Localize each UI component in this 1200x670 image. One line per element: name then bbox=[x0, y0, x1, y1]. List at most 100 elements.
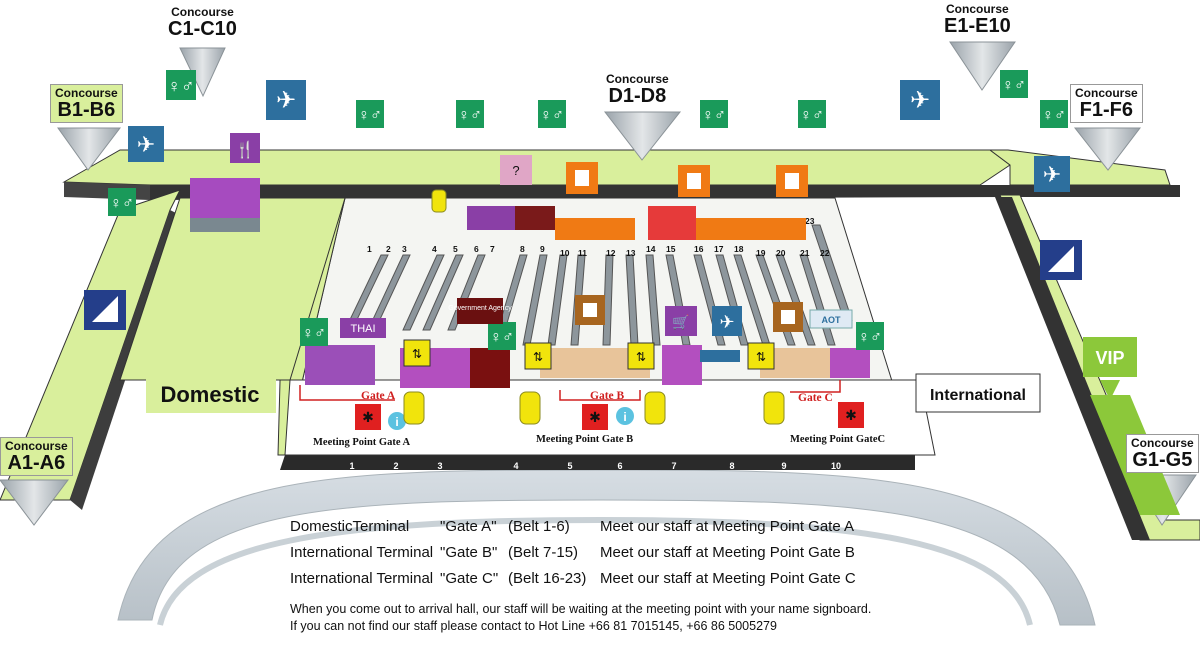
departure-airplane-icon: ✈ bbox=[266, 80, 306, 120]
meeting-point-a-label: Meeting Point Gate A bbox=[313, 437, 411, 448]
aot-sign bbox=[809, 309, 853, 329]
instruction-row: International Terminal "Gate C" (Belt 16… bbox=[290, 570, 856, 596]
atm-icon bbox=[403, 391, 425, 425]
belt-number: 20 bbox=[776, 248, 786, 258]
svg-text:⇅: ⇅ bbox=[636, 350, 646, 364]
restaurant-icon: 🍴 bbox=[230, 133, 260, 163]
thai-sign bbox=[340, 318, 386, 338]
instruction-terminal: DomesticTerminal bbox=[290, 518, 410, 535]
svg-text:✈: ✈ bbox=[276, 87, 296, 114]
door-number: 6 bbox=[617, 461, 622, 471]
belt-number: 3 bbox=[402, 244, 407, 254]
arrival-hall bbox=[119, 197, 936, 470]
concourse-range: C1-C10 bbox=[168, 18, 237, 40]
svg-text:♀♂: ♀♂ bbox=[358, 107, 382, 124]
instruction-belt: (Belt 7-15) bbox=[508, 544, 579, 561]
instruction-belt: (Belt 1-6) bbox=[508, 518, 570, 535]
footnote-line: If you can not find our staff please con… bbox=[290, 619, 777, 633]
customs-icon bbox=[776, 165, 808, 197]
door-number: 4 bbox=[513, 461, 518, 471]
svg-text:✱: ✱ bbox=[845, 407, 857, 423]
atm-icon bbox=[431, 189, 447, 213]
svg-text:?: ? bbox=[512, 163, 519, 178]
departure-airplane-icon: ✈ bbox=[712, 306, 742, 336]
svg-text:🍴: 🍴 bbox=[235, 140, 255, 159]
instruction-meet: Meet our staff at Meeting Point Gate B bbox=[600, 544, 855, 561]
concourse-word: Concourse bbox=[5, 439, 68, 453]
svg-text:⇅: ⇅ bbox=[533, 350, 543, 364]
meeting-points: ✱ ✱ ✱ bbox=[355, 402, 864, 430]
domestic-label: Domestic bbox=[160, 382, 259, 407]
belt-number: 10 bbox=[560, 248, 570, 258]
toilet-icon: ♀♂ bbox=[538, 100, 566, 128]
international-zone bbox=[915, 373, 1041, 413]
instructions: DomesticTerminal "Gate A" (Belt 1-6) Mee… bbox=[290, 518, 856, 596]
concourse-a1-label: Concourse A1-A6 bbox=[0, 437, 73, 476]
road-arcs bbox=[117, 469, 1096, 626]
door-number: 9 bbox=[781, 461, 786, 471]
instruction-row: International Terminal "Gate B" (Belt 7-… bbox=[290, 544, 856, 570]
meeting-point-icon: ✱ bbox=[355, 404, 381, 430]
svg-text:♀♂: ♀♂ bbox=[1002, 77, 1026, 94]
concourse-range: A1-A6 bbox=[7, 452, 66, 474]
departure-airplane-icon: ✈ bbox=[128, 126, 164, 162]
belt-number: 12 bbox=[606, 248, 616, 258]
belt-number: 8 bbox=[520, 244, 525, 254]
meeting-point-icon: ✱ bbox=[838, 402, 864, 428]
svg-text:♀♂: ♀♂ bbox=[168, 76, 195, 96]
belt-number: 19 bbox=[756, 248, 766, 258]
door-number: 1 bbox=[349, 461, 354, 471]
departure-airplane-icon: ✈ bbox=[1034, 156, 1070, 192]
concourse-b1-label: Concourse B1-B6 bbox=[50, 84, 123, 123]
footnote-line: When you come out to arrival hall, our s… bbox=[290, 602, 872, 616]
toilet-icons: ♀♂ ♀♂ ♀♂ ♀♂ ♀♂ ♀♂ ♀♂ ♀♂ ♀♂ ♀♂ ♀♂ ♀♂ bbox=[108, 70, 1068, 350]
belt-number: 7 bbox=[490, 244, 495, 254]
belt-number: 18 bbox=[734, 244, 744, 254]
svg-text:⇅: ⇅ bbox=[756, 350, 766, 364]
info-icons: i i bbox=[388, 407, 634, 430]
gate-a-label: Gate A bbox=[361, 390, 396, 402]
government-agency-label: Government Agency bbox=[448, 305, 512, 312]
concourse-range: D1-D8 bbox=[608, 85, 667, 107]
toilet-icon: ♀♂ bbox=[798, 100, 826, 128]
thai-label: THAI bbox=[350, 323, 375, 335]
belt-number: 22 bbox=[820, 248, 830, 258]
footnotes: When you come out to arrival hall, our s… bbox=[290, 601, 871, 635]
customs-icon bbox=[678, 165, 710, 197]
sign-texts: Government Agency THAI AOT Domestic Inte… bbox=[160, 305, 1124, 407]
instruction-row: DomesticTerminal "Gate A" (Belt 1-6) Mee… bbox=[290, 518, 856, 544]
information-desk-icon: ? bbox=[500, 155, 532, 185]
concourse-range: F1-F6 bbox=[1079, 99, 1134, 121]
concourse-word: Concourse bbox=[946, 2, 1009, 16]
customs-icon bbox=[575, 295, 605, 325]
departure-airplane-icon: ✈ bbox=[900, 80, 940, 120]
svg-text:♀♂: ♀♂ bbox=[702, 107, 726, 124]
gate-labels: Gate A Gate B Gate C bbox=[361, 390, 833, 404]
domestic-zone bbox=[146, 375, 276, 413]
concourse-d1-label: Concourse D1-D8 bbox=[606, 73, 669, 106]
meeting-point-icon: ✱ bbox=[582, 404, 608, 430]
thai-airways-icon bbox=[1040, 240, 1082, 280]
toilet-icon: ♀♂ bbox=[456, 100, 484, 128]
svg-text:i: i bbox=[395, 415, 398, 429]
toilet-icon: ♀♂ bbox=[300, 318, 328, 346]
concourse-word: Concourse bbox=[55, 86, 118, 100]
gate-brackets bbox=[299, 380, 841, 401]
hall-shops bbox=[305, 345, 870, 388]
gate-c-label: Gate C bbox=[798, 392, 833, 404]
belt-number: 15 bbox=[666, 244, 676, 254]
concourse-range: B1-B6 bbox=[57, 99, 116, 121]
concourse-word: Concourse bbox=[606, 72, 669, 86]
belt-number: 14 bbox=[646, 244, 656, 254]
international-label: International bbox=[930, 387, 1026, 404]
concourse-word: Concourse bbox=[1131, 436, 1194, 450]
svg-text:✈: ✈ bbox=[910, 87, 930, 114]
concourse-range: E1-E10 bbox=[944, 15, 1011, 37]
svg-text:♀♂: ♀♂ bbox=[800, 107, 824, 124]
meeting-point-b-label: Meeting Point Gate B bbox=[536, 434, 633, 445]
concourse-c1-label: Concourse C1-C10 bbox=[168, 6, 237, 39]
door-number: 10 bbox=[831, 461, 841, 471]
belt-number: 17 bbox=[714, 244, 724, 254]
elevator-icon: ⇅ bbox=[403, 339, 431, 367]
